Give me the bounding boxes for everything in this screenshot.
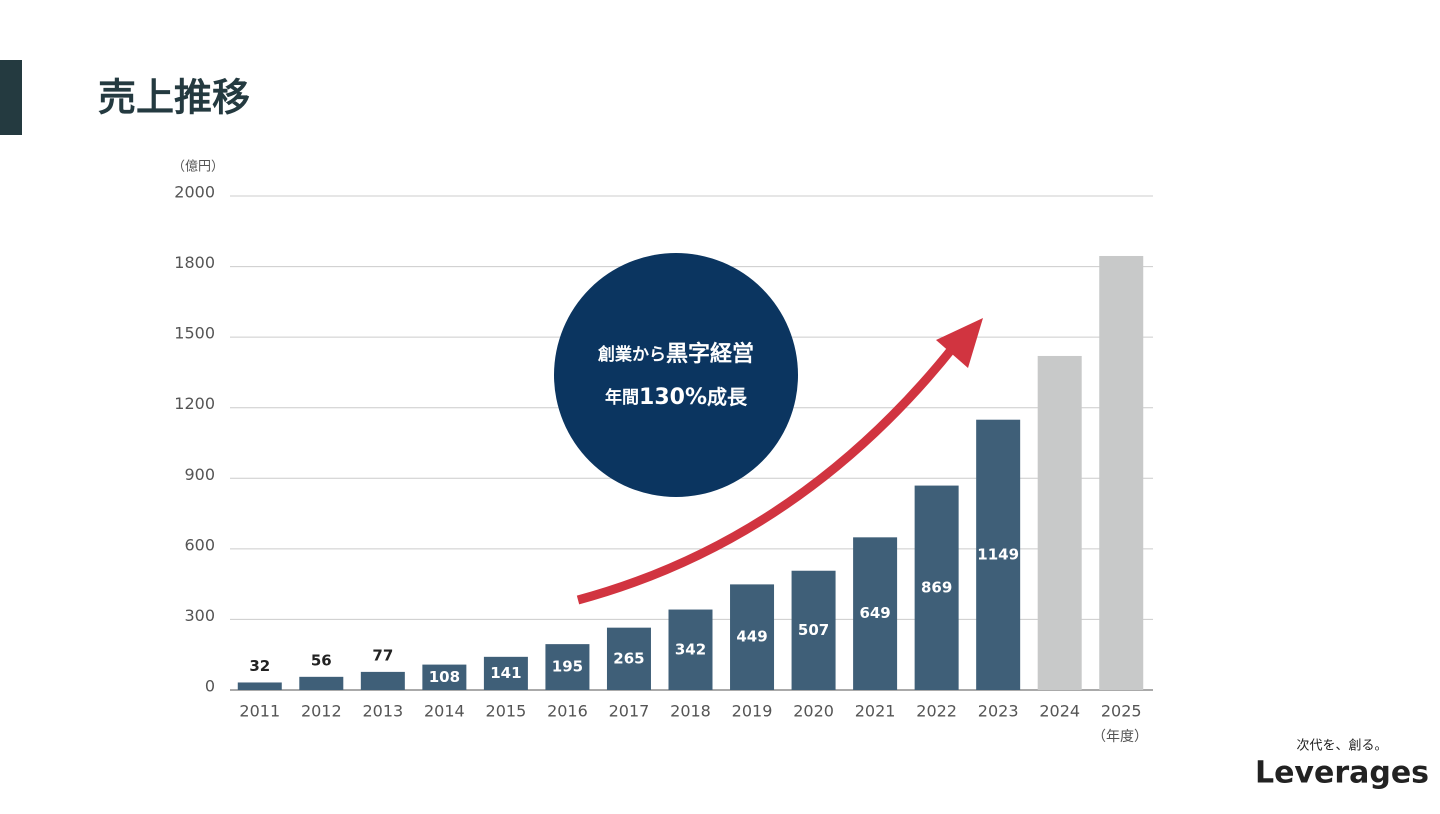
x-tick-label: 2024 xyxy=(1039,702,1080,721)
x-tick-label: 2016 xyxy=(547,702,588,721)
x-tick-label: 2025 xyxy=(1101,702,1142,721)
tagline: 次代を、創る。 xyxy=(1296,738,1387,754)
bar xyxy=(976,419,1021,690)
bar xyxy=(483,656,528,690)
bar xyxy=(606,627,651,690)
value-label: 449 xyxy=(736,628,767,646)
callout-line2: 年間130%成長 xyxy=(605,385,748,411)
x-tick-label: 2011 xyxy=(239,702,280,721)
y-tick-label: 600 xyxy=(184,535,215,554)
accent-bar xyxy=(0,60,22,135)
bar xyxy=(853,537,898,690)
callout-text: 成長 xyxy=(707,385,748,409)
value-label: 507 xyxy=(798,621,829,639)
bar xyxy=(237,682,282,690)
value-label: 108 xyxy=(429,668,460,686)
x-unit: （年度） xyxy=(1092,729,1148,745)
x-tick-label: 2018 xyxy=(670,702,711,721)
x-tick-label: 2020 xyxy=(793,702,834,721)
y-tick-label: 300 xyxy=(184,606,215,625)
x-tick-label: 2014 xyxy=(424,702,465,721)
value-label: 265 xyxy=(613,649,644,667)
callout-text: 黒字経営 xyxy=(666,341,754,367)
bar xyxy=(1037,355,1082,690)
value-label: 141 xyxy=(490,664,521,682)
chart: 0 300 600 900 1200 1500 1800 2000 2011 32 2012 56 20… xyxy=(174,183,1153,721)
y-tick-label: 900 xyxy=(184,465,215,484)
growth-arrow xyxy=(576,342,959,605)
y-unit: （億円） xyxy=(172,159,224,175)
callout-text: 創業から xyxy=(597,344,666,365)
y-tick-label: 0 xyxy=(205,677,215,696)
arrow-head xyxy=(936,318,983,368)
value-label: 649 xyxy=(859,604,890,622)
x-tick-label: 2012 xyxy=(301,702,342,721)
x-tick-label: 2015 xyxy=(486,702,527,721)
value-label: 1149 xyxy=(977,545,1019,563)
x-tick-label: 2021 xyxy=(855,702,896,721)
x-tick-label: 2023 xyxy=(978,702,1019,721)
bar xyxy=(730,584,775,690)
value-label: 77 xyxy=(372,646,393,664)
title: 売上推移 xyxy=(98,76,250,120)
bar xyxy=(914,485,959,690)
y-tick-label: 1800 xyxy=(174,253,215,272)
callout-text: 年間 xyxy=(605,387,639,408)
callout-circle xyxy=(554,253,798,497)
bar xyxy=(360,671,405,690)
y-tick-label: 1200 xyxy=(174,394,215,413)
bar xyxy=(545,644,590,690)
bar xyxy=(422,664,467,690)
bar xyxy=(1099,255,1144,690)
value-label: 32 xyxy=(249,657,270,675)
value-label: 56 xyxy=(311,651,332,669)
callout-line1: 創業から黒字経営 xyxy=(597,341,754,367)
value-label: 195 xyxy=(552,658,583,676)
bar xyxy=(791,570,836,690)
y-tick-label: 2000 xyxy=(174,183,215,202)
x-tick-label: 2013 xyxy=(362,702,403,721)
value-label: 342 xyxy=(675,640,706,658)
x-tick-label: 2019 xyxy=(732,702,773,721)
y-tick-label: 1500 xyxy=(174,324,215,343)
value-label: 869 xyxy=(921,578,952,596)
bar xyxy=(668,609,713,690)
x-tick-label: 2017 xyxy=(609,702,650,721)
x-tick-label: 2022 xyxy=(916,702,957,721)
callout-text: 130% xyxy=(639,385,707,410)
logo: Leverages xyxy=(1255,756,1429,791)
bar xyxy=(299,676,344,690)
